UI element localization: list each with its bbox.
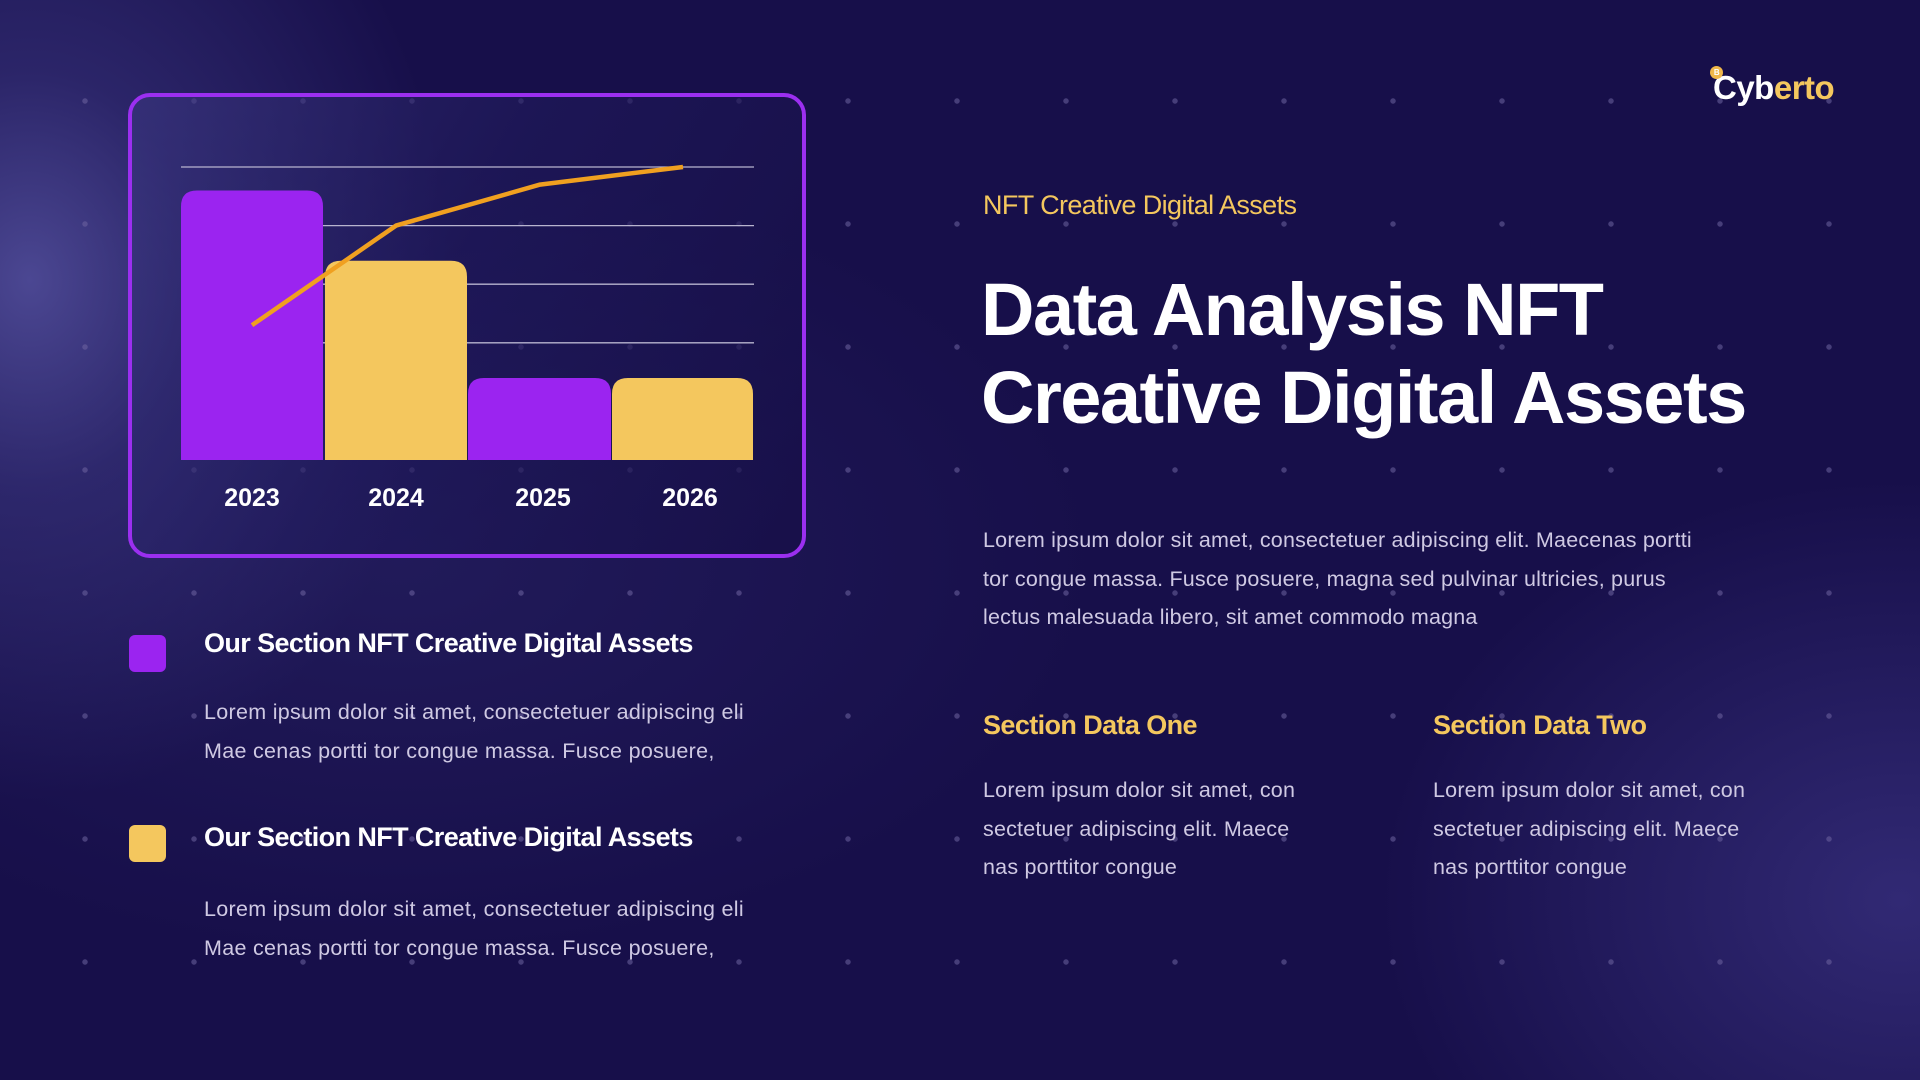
section-title-one: Section Data One (983, 710, 1198, 740)
section-line: sectetuer adipiscing elit. Maece (983, 816, 1290, 841)
brand-logo: B Cyberto (1710, 66, 1835, 108)
body-line: Mae cenas portti tor congue massa. Fusce… (204, 738, 715, 763)
page-title: Data Analysis NFT Creative Digital Asset… (981, 266, 1881, 442)
body-line: Mae cenas portti tor congue massa. Fusce… (204, 935, 715, 960)
body-line: Lorem ipsum dolor sit amet, consectetuer… (204, 897, 744, 921)
legend-item-title: Our Section NFT Creative Digital Assets (204, 822, 693, 852)
body-line: Lorem ipsum dolor sit amet, consectetuer… (204, 700, 744, 724)
eyebrow-subtitle: NFT Creative Digital Assets (983, 190, 1297, 220)
x-label-2023: 2023 (224, 484, 280, 512)
logo-text-yellow: erto (1773, 69, 1835, 106)
bar-2026 (612, 377, 753, 460)
legend-item-body: Lorem ipsum dolor sit amet, consectetuer… (204, 693, 744, 770)
bar-2024 (325, 260, 467, 460)
legend-item-title: Our Section NFT Creative Digital Assets (204, 628, 693, 658)
section-line: sectetuer adipiscing elit. Maece (1433, 816, 1740, 841)
paragraph-line: lectus malesuada libero, sit amet commod… (983, 605, 1478, 629)
bar-2025 (468, 377, 611, 460)
title-line: Creative Digital Assets (981, 356, 1747, 439)
section-title-two: Section Data Two (1433, 710, 1647, 740)
section-body-two: Lorem ipsum dolor sit amet, con sectetue… (1433, 771, 1745, 887)
chart-bars (181, 190, 753, 460)
section-line: nas porttitor congue (983, 855, 1178, 879)
bar-2023 (181, 190, 323, 460)
paragraph-line: Lorem ipsum dolor sit amet, consectetuer… (983, 528, 1692, 552)
logo-text-white: Cyb (1713, 69, 1774, 106)
trend-line (250, 164, 684, 328)
x-label-2026: 2026 (662, 484, 718, 512)
x-label-2025: 2025 (515, 484, 571, 512)
x-label-2024: 2024 (368, 484, 424, 512)
bitcoin-coin-icon: B (1710, 66, 1723, 79)
title-line: Data Analysis NFT (981, 268, 1604, 351)
legend-item-body: Lorem ipsum dolor sit amet, consectetuer… (204, 890, 744, 967)
section-line: Lorem ipsum dolor sit amet, con (1433, 778, 1746, 802)
intro-paragraph: Lorem ipsum dolor sit amet, consectetuer… (983, 521, 1803, 637)
section-line: nas porttitor congue (1433, 855, 1628, 879)
purple-legend-square (129, 635, 166, 672)
section-body-one: Lorem ipsum dolor sit amet, con sectetue… (983, 771, 1295, 887)
yellow-legend-square (129, 825, 166, 862)
paragraph-line: tor congue massa. Fusce posuere, magna s… (983, 566, 1666, 591)
section-line: Lorem ipsum dolor sit amet, con (983, 778, 1296, 802)
